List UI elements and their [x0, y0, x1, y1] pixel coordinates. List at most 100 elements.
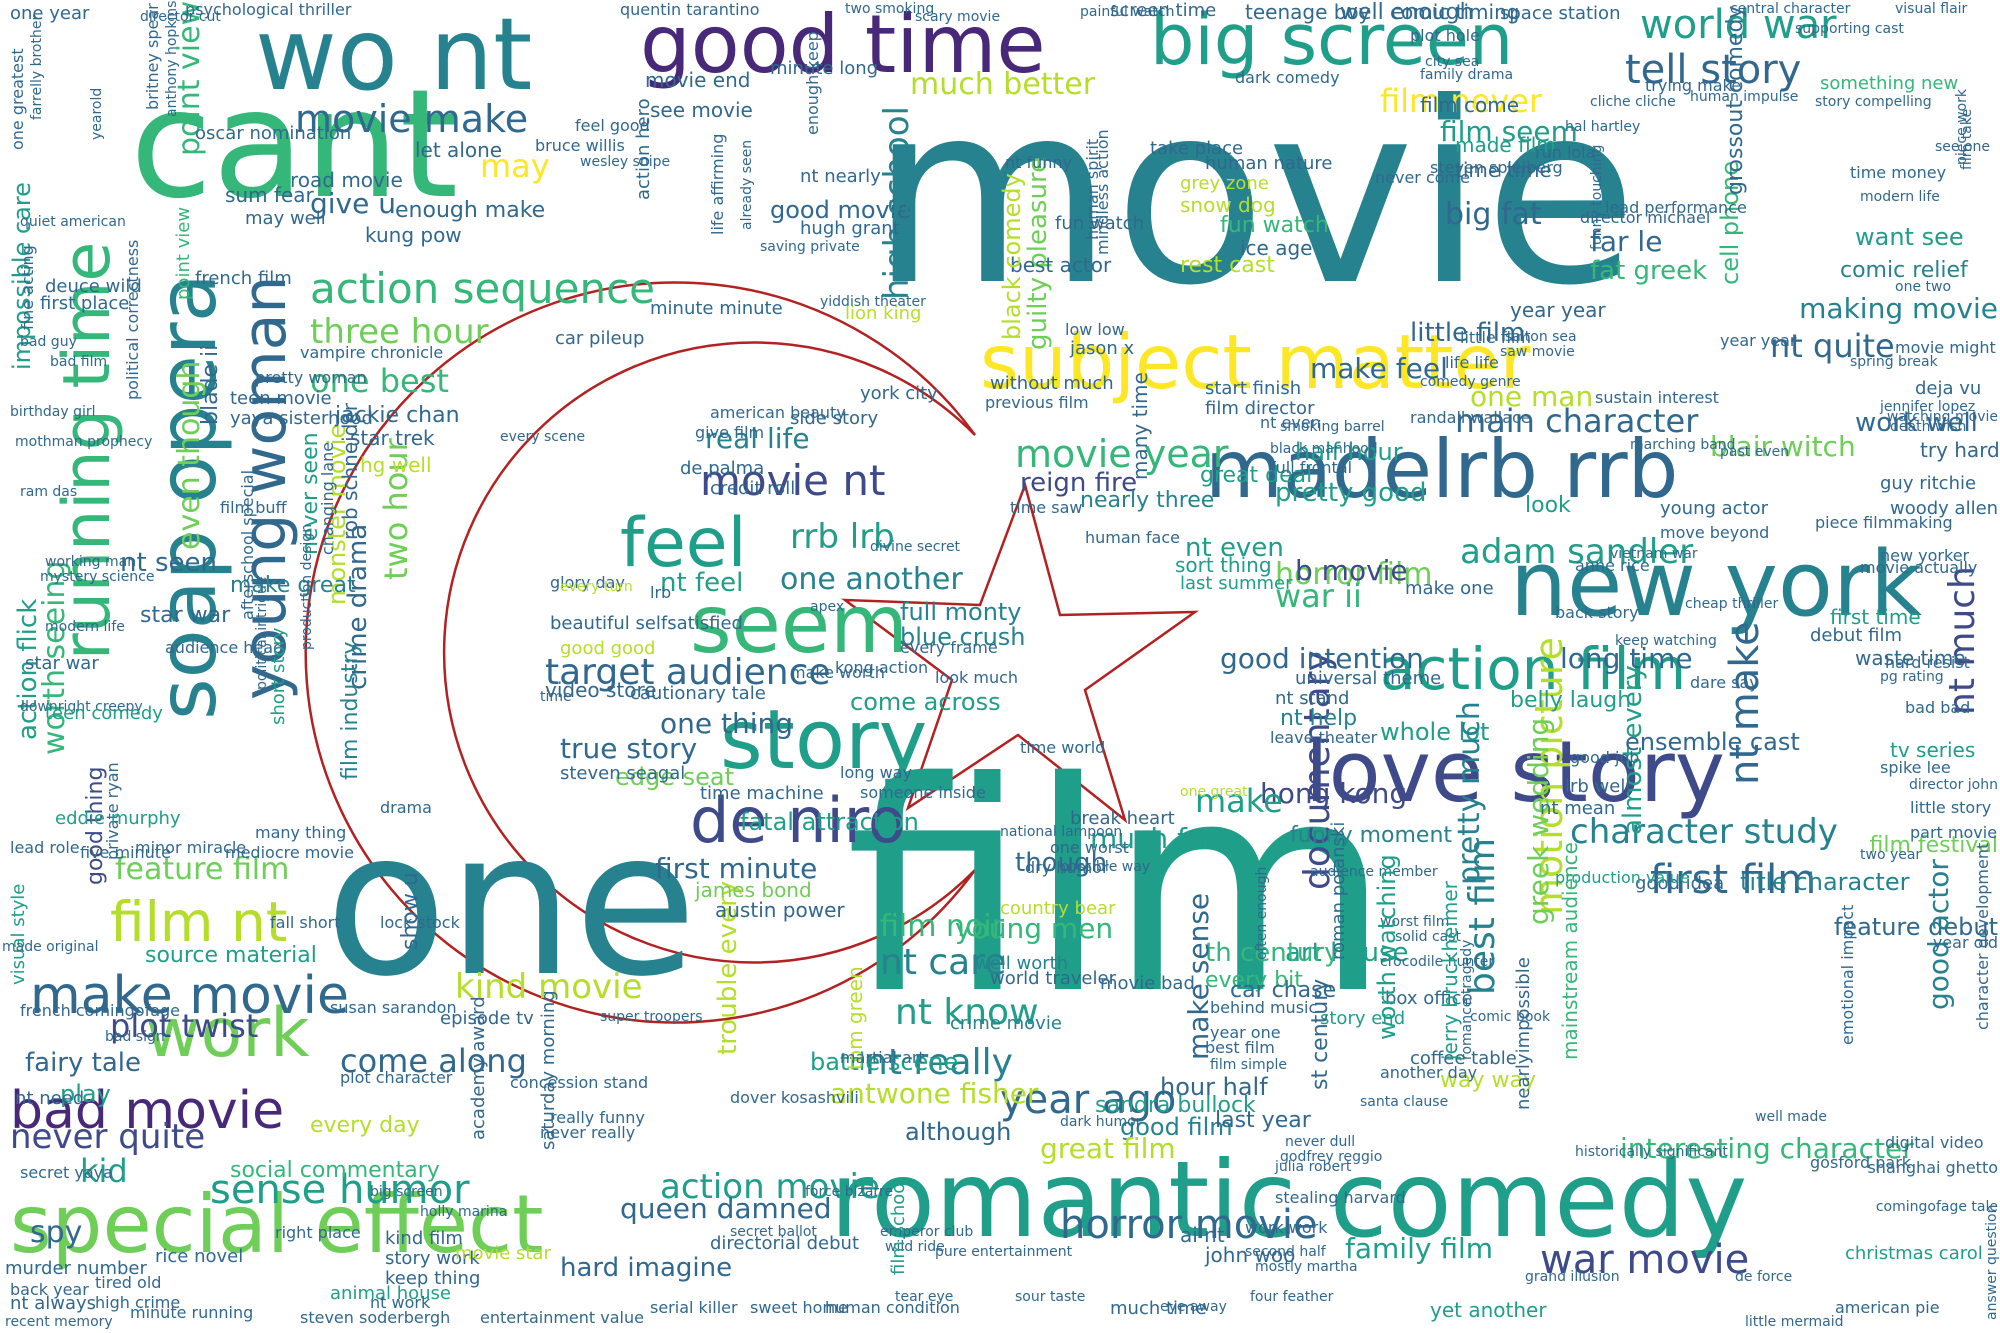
word-139: john woo: [1205, 1243, 1296, 1267]
word-24: film nt: [110, 890, 288, 954]
word-211: nt work: [370, 1293, 431, 1312]
word-73: nearly three: [1080, 488, 1215, 513]
word-153: jackie chan: [335, 403, 460, 428]
word-195: little story: [1910, 798, 1992, 817]
word-233: nt help: [1280, 706, 1358, 731]
word-466: often enough: [1254, 866, 1270, 960]
word-464: romance tragedy: [1459, 939, 1475, 1060]
word-482: lrb: [650, 583, 672, 602]
word-412: ram das: [20, 484, 78, 500]
word-136: feature debut: [1833, 913, 1998, 941]
word-385: hal hartley: [1565, 119, 1641, 135]
word-17: story: [720, 693, 928, 788]
word-475: enough keep: [803, 31, 822, 135]
word-1: film: [845, 721, 1391, 1058]
word-480: little film: [1460, 328, 1531, 347]
word-118: nt feel: [660, 568, 744, 598]
word-11: love story: [1305, 723, 1726, 822]
word-468: nt nearly: [800, 166, 881, 187]
word-457: cliche cliche: [1590, 94, 1676, 110]
word-142: every day: [310, 1113, 420, 1138]
word-329: two smoking: [845, 1, 935, 17]
word-270: credit roll: [710, 478, 796, 499]
word-327: director cut: [140, 9, 221, 25]
word-425: best film: [1205, 1038, 1275, 1057]
word-244: randall wallace: [1410, 408, 1531, 427]
word-191: debut film: [1810, 625, 1902, 646]
word-183: screen time: [1110, 0, 1217, 21]
word-471: black comedy: [998, 173, 1026, 340]
word-33: one another: [780, 562, 963, 597]
word-27: tell story: [1625, 47, 1802, 93]
word-22: bad movie: [10, 1081, 285, 1141]
word-243: make one: [1405, 578, 1494, 599]
word-442: holly marina: [420, 1204, 508, 1220]
word-232: nt stand: [1275, 688, 1350, 709]
word-116: pretty good: [1275, 478, 1427, 508]
word-237: previous film: [985, 393, 1089, 412]
word-383: city sea: [1425, 54, 1480, 70]
word-437: wild ride: [885, 1239, 945, 1255]
word-260: rob schneider: [338, 403, 362, 540]
word-415: mystery science: [40, 569, 155, 585]
word-440: really funny: [550, 1108, 645, 1127]
word-74: real life: [705, 422, 810, 455]
word-54: come along: [340, 1042, 527, 1080]
word-18: de niro: [690, 784, 906, 857]
word-455: well made: [1755, 1109, 1828, 1125]
word-427: another day: [1380, 1063, 1478, 1082]
word-311: digital video: [1885, 1133, 1984, 1152]
word-202: rice novel: [155, 1246, 244, 1267]
word-64: good intention: [1220, 642, 1424, 675]
word-280: time world: [1020, 738, 1106, 757]
word-250: jason x: [1070, 338, 1135, 359]
word-242: last summer: [1180, 573, 1293, 594]
word-354: film buff: [220, 498, 287, 517]
word-474: minute long: [770, 58, 879, 79]
word-400: cheap thriller: [1685, 596, 1779, 612]
word-438: pure entertainment: [935, 1244, 1073, 1260]
word-416: modern life: [45, 619, 125, 635]
word-406: comedy genre: [1420, 374, 1521, 390]
word-189: time money: [1850, 163, 1947, 182]
word-417: national lampoon: [1000, 824, 1123, 840]
word-306: yet another: [1430, 1298, 1547, 1322]
word-81: see movie: [650, 98, 753, 122]
word-246: car pileup: [555, 328, 645, 349]
word-398: vietnam war: [1610, 546, 1698, 562]
word-166: best actor: [1010, 253, 1112, 277]
word-208: minute running: [130, 1303, 254, 1322]
word-57: first minute: [655, 852, 818, 885]
word-140: show u: [398, 872, 423, 950]
word-396: move beyond: [1660, 523, 1770, 542]
word-488: make worth: [790, 663, 885, 682]
word-163: time time: [1455, 158, 1552, 182]
word-143: every bit: [1205, 968, 1303, 993]
word-394: watching movie: [1886, 409, 1998, 425]
word-382: plot hole: [1410, 26, 1480, 45]
word-278: look much: [935, 668, 1019, 687]
word-358: changing lane: [318, 441, 337, 555]
word-276: human face: [1085, 528, 1180, 547]
word-155: make great: [230, 573, 356, 598]
word-50: kind movie: [455, 967, 643, 1007]
word-154: star trek: [350, 426, 435, 450]
word-188: something new: [1820, 73, 1959, 94]
word-410: full frontal: [1270, 458, 1353, 477]
word-435: force bizarre: [805, 1184, 893, 1200]
word-370: wesley snipe: [580, 154, 671, 170]
word-413: mothman prophecy: [15, 434, 153, 450]
word-120: make: [1195, 782, 1283, 820]
word-272: give film: [695, 423, 765, 442]
word-51: action movie: [660, 1167, 880, 1207]
word-395: young actor: [1660, 498, 1769, 519]
word-256: french film: [195, 268, 292, 289]
word-423: behind music: [1210, 998, 1318, 1017]
word-279: long way: [840, 763, 912, 782]
word-479: many time: [1128, 372, 1152, 480]
word-114: make feel: [1310, 352, 1448, 385]
word-9: subject matter: [980, 318, 1531, 406]
word-315: year old: [1932, 933, 1998, 952]
word-453: comingofage tale: [1875, 1199, 1998, 1215]
word-419: audience member: [1310, 864, 1438, 880]
